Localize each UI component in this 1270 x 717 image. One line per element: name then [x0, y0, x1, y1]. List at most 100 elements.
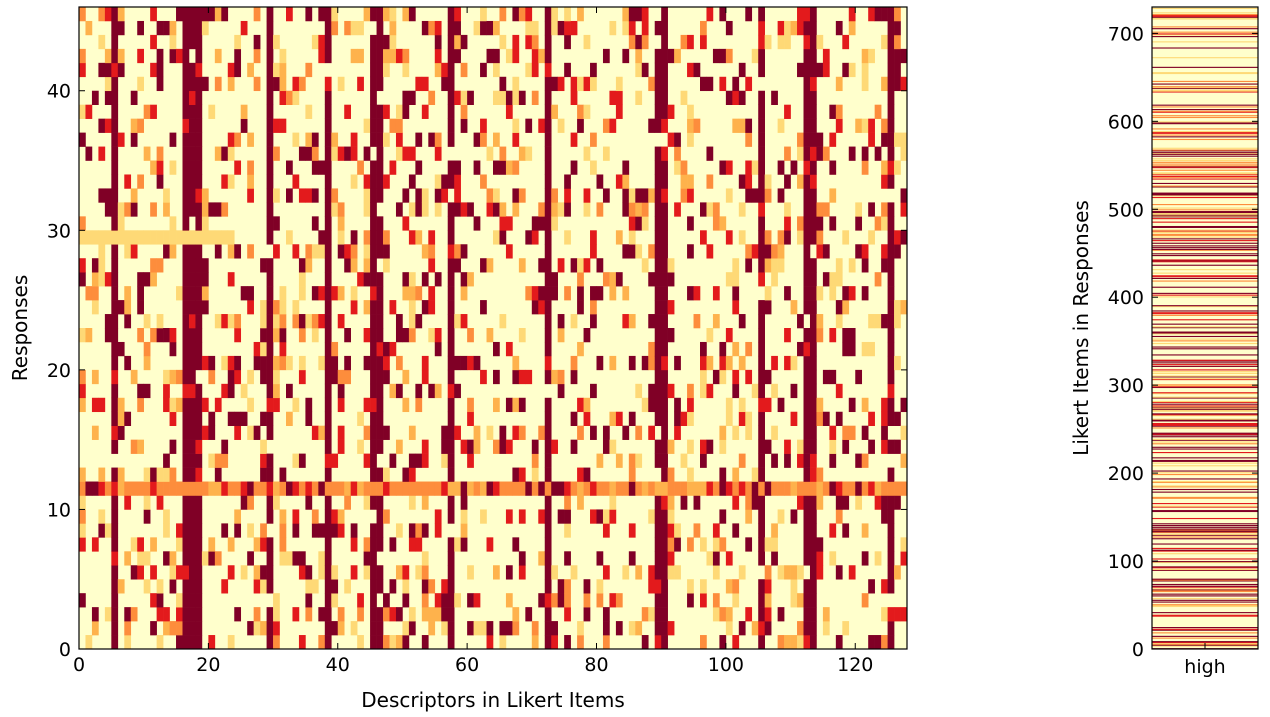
heatmap-cell — [590, 230, 597, 245]
heatmap-cell — [868, 411, 875, 426]
heatmap-cell — [344, 369, 351, 385]
heatmap-cell — [654, 355, 662, 371]
heatmap-cell — [460, 314, 468, 329]
strip-cell — [1152, 136, 1258, 138]
heatmap-cell — [654, 202, 662, 217]
heatmap-cell — [318, 635, 326, 650]
heatmap-cell — [473, 425, 481, 440]
heatmap-cell — [848, 62, 856, 78]
heatmap-cell — [499, 76, 507, 92]
heatmap-cell — [758, 48, 765, 64]
heatmap-cell — [732, 481, 740, 496]
heatmap-cell — [214, 76, 222, 92]
heatmap-cell — [803, 481, 811, 496]
strip-cell — [1152, 230, 1258, 232]
heatmap-cell — [188, 439, 196, 454]
heatmap-cell — [376, 369, 384, 385]
heatmap-cell — [182, 272, 190, 287]
heatmap-cell — [331, 132, 339, 147]
strip-cell — [1152, 276, 1258, 278]
strip-cell — [1152, 365, 1258, 367]
heatmap-cell — [182, 635, 190, 650]
heatmap-cell — [376, 174, 384, 189]
heatmap-cell — [816, 481, 824, 496]
heatmap-cell — [486, 48, 494, 64]
heatmap-cell — [635, 453, 643, 468]
heatmap-cell — [486, 188, 494, 203]
heatmap-cell — [861, 341, 869, 357]
heatmap-cell — [98, 467, 106, 482]
heatmap-cell — [188, 523, 196, 538]
heatmap-cell — [661, 258, 668, 273]
heatmap-cell — [842, 230, 850, 245]
heatmap-cell — [370, 369, 377, 385]
heatmap-cell — [758, 383, 765, 399]
heatmap-cell — [835, 20, 843, 36]
heatmap-cell — [234, 314, 242, 329]
heatmap-cell — [357, 635, 364, 650]
heatmap-cell — [667, 258, 675, 273]
strip-cell — [1152, 14, 1258, 17]
heatmap-cell — [531, 62, 539, 78]
strip-cell — [1152, 432, 1258, 434]
heatmap-cell — [764, 244, 772, 259]
heatmap-cell — [124, 621, 132, 636]
heatmap-cell — [654, 328, 662, 343]
heatmap-cell — [829, 369, 837, 385]
heatmap-cell — [797, 495, 804, 510]
strip-cell — [1152, 528, 1258, 530]
heatmap-cell — [609, 481, 617, 496]
heatmap-cell — [674, 481, 681, 496]
heatmap-cell — [150, 537, 157, 552]
heatmap-cell — [434, 146, 442, 161]
heatmap-cell — [311, 328, 319, 343]
heatmap-cell — [467, 593, 474, 608]
heatmap-cell — [544, 258, 552, 273]
heatmap-cell — [311, 146, 319, 161]
heatmap-cell — [188, 174, 196, 189]
heatmap-cell — [402, 272, 410, 287]
heatmap-cell — [111, 300, 119, 315]
heatmap-cell — [370, 272, 377, 287]
heatmap-cell — [279, 118, 287, 133]
heatmap-cell — [887, 7, 895, 22]
heatmap-cell — [745, 132, 753, 147]
strip-cell — [1152, 26, 1258, 28]
heatmap-cell — [195, 481, 203, 496]
heatmap-cell — [434, 202, 442, 217]
heatmap-cell — [447, 481, 455, 496]
heatmap-cell — [544, 565, 552, 580]
heatmap-cell — [305, 314, 313, 329]
heatmap-cell — [874, 104, 882, 119]
heatmap-cell — [654, 244, 662, 259]
heatmap-cell — [227, 244, 235, 259]
heatmap-cell — [337, 439, 345, 454]
heatmap-cell — [383, 258, 390, 273]
x-tick-label: 40 — [326, 654, 350, 676]
heatmap-cell — [182, 593, 190, 608]
heatmap-cell — [124, 355, 132, 371]
main-x-axis-label: Descriptors in Likert Items — [361, 688, 625, 712]
heatmap-cell — [195, 593, 203, 608]
heatmap-cell — [855, 216, 863, 231]
heatmap-cell — [505, 216, 513, 231]
heatmap-cell — [91, 425, 99, 440]
heatmap-cell — [822, 48, 830, 64]
heatmap-cell — [816, 537, 824, 552]
strip-cell — [1152, 211, 1258, 213]
side-x-ticks: high — [1184, 643, 1226, 678]
heatmap-cell — [764, 481, 772, 496]
heatmap-cell — [195, 188, 203, 203]
heatmap-cell — [421, 579, 429, 594]
heatmap-cell — [408, 7, 416, 22]
heatmap-cell — [415, 132, 423, 147]
heatmap-cell — [881, 202, 888, 217]
heatmap-cell — [609, 593, 617, 608]
heatmap-cell — [408, 537, 416, 552]
heatmap-cell — [163, 607, 170, 622]
heatmap-cell — [512, 467, 520, 482]
heatmap-cell — [809, 593, 817, 608]
heatmap-cell — [195, 397, 203, 413]
heatmap-cell — [395, 439, 403, 454]
heatmap-cell — [447, 258, 455, 273]
